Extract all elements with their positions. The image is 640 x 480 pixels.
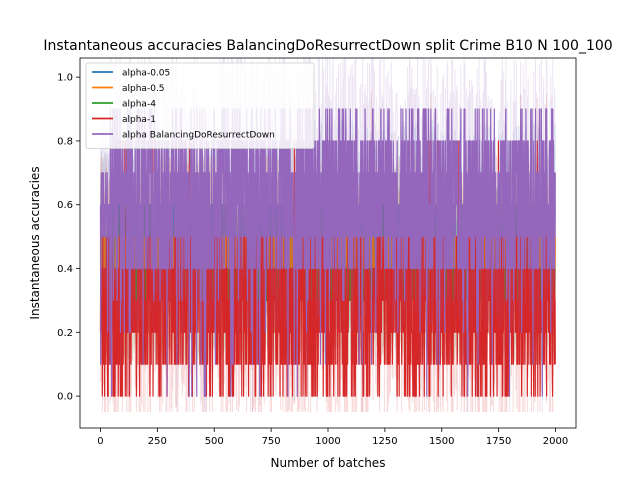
x-axis: 0 250 500 750 1000 1250 1500 1750 2000 [97, 428, 568, 447]
legend-item: alpha BalancingDoResurrectDown [92, 131, 275, 141]
legend-item: alpha-1 [92, 115, 156, 125]
legend-label: alpha-0.05 [122, 69, 170, 79]
y-tick-label: 1.0 [57, 73, 73, 84]
legend-box [85, 62, 315, 149]
y-axis: 0.0 0.2 0.4 0.6 0.8 1.0 [57, 73, 80, 403]
x-tick-label: 1500 [429, 436, 454, 447]
x-tick-label: 1750 [486, 436, 511, 447]
y-tick-label: 0.0 [57, 392, 73, 403]
y-tick-label: 0.2 [57, 328, 73, 339]
legend-item: alpha-4 [92, 100, 156, 110]
x-axis-label: Number of batches [271, 456, 386, 470]
x-tick-label: 2000 [543, 436, 568, 447]
legend-label: alpha-1 [122, 115, 156, 125]
legend: alpha-0.05 alpha-0.5 alpha-4 alpha-1 alpha B… [85, 62, 315, 149]
y-tick-label: 0.6 [57, 200, 73, 211]
legend-label: alpha BalancingDoResurrectDown [122, 131, 275, 141]
x-tick-label: 1250 [372, 436, 397, 447]
x-tick-label: 500 [205, 436, 224, 447]
legend-label: alpha-0.5 [122, 84, 165, 94]
series-5 [99, 58, 556, 413]
legend-item: alpha-0.5 [92, 84, 165, 94]
legend-item: alpha-0.05 [92, 69, 170, 79]
series-line [99, 108, 556, 397]
x-tick-label: 750 [262, 436, 281, 447]
legend-label: alpha-4 [122, 100, 156, 110]
y-tick-label: 0.4 [57, 264, 73, 275]
y-axis-label: Instantaneous accuracies [28, 166, 42, 319]
chart-title: Instantaneous accuracies BalancingDoResu… [43, 38, 612, 54]
y-tick-label: 0.8 [57, 136, 73, 147]
x-tick-label: 250 [148, 436, 167, 447]
x-tick-label: 1000 [315, 436, 340, 447]
x-tick-label: 0 [97, 436, 103, 447]
series-layer [99, 58, 556, 413]
